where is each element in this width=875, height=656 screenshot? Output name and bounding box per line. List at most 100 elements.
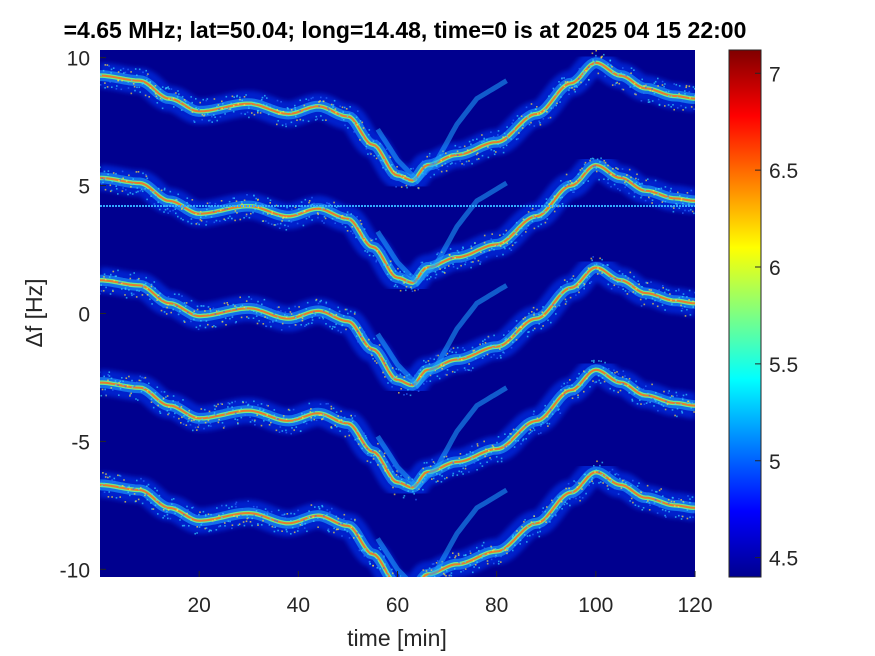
trace-speckle — [231, 95, 234, 98]
trace-speckle — [588, 79, 590, 81]
trace-speckle — [613, 284, 616, 287]
trace-speckle — [530, 521, 533, 523]
trace-speckle — [173, 303, 175, 306]
trace-speckle — [375, 157, 378, 160]
trace-speckle — [104, 82, 106, 84]
trace-speckle — [435, 273, 438, 276]
trace-speckle — [291, 526, 294, 529]
trace-speckle — [356, 535, 359, 537]
trace-speckle — [262, 220, 265, 222]
trace-speckle — [475, 153, 478, 156]
trace-speckle — [356, 437, 359, 440]
trace-speckle — [507, 548, 509, 550]
trace-speckle — [344, 124, 346, 127]
trace-speckle — [460, 264, 462, 267]
trace-speckle — [174, 412, 176, 415]
trace-speckle — [589, 378, 591, 381]
trace-speckle — [357, 110, 359, 112]
trace-speckle — [613, 76, 616, 78]
trace-speckle — [118, 394, 120, 396]
trace-speckle — [468, 369, 470, 371]
trace-speckle — [499, 354, 502, 357]
trace-speckle — [290, 208, 293, 211]
trace-speckle — [260, 313, 263, 315]
trace-speckle — [253, 101, 256, 104]
trace-speckle — [425, 267, 427, 269]
trace-speckle — [672, 395, 674, 398]
trace-speckle — [391, 386, 393, 388]
trace-speckle — [215, 513, 218, 515]
trace-speckle — [335, 411, 338, 413]
trace-speckle — [195, 326, 198, 329]
trace-speckle — [694, 205, 695, 208]
trace-speckle — [457, 251, 460, 254]
trace-speckle — [372, 449, 374, 452]
trace-speckle — [341, 324, 343, 327]
trace-speckle — [468, 471, 470, 473]
trace-speckle — [332, 314, 335, 317]
trace-speckle — [354, 518, 356, 521]
trace-speckle — [164, 87, 167, 90]
trace-speckle — [668, 510, 670, 513]
trace-speckle — [161, 86, 164, 88]
trace-speckle — [214, 408, 216, 410]
trace-speckle — [191, 111, 194, 113]
trace-speckle — [383, 264, 385, 266]
trace-speckle — [138, 68, 141, 71]
trace-speckle — [148, 393, 151, 396]
trace-speckle — [118, 281, 120, 284]
trace-speckle — [167, 509, 170, 511]
trace-speckle — [334, 108, 337, 110]
trace-speckle — [273, 409, 276, 411]
trace-speckle — [151, 508, 153, 510]
trace-speckle — [279, 222, 282, 225]
trace-speckle — [476, 152, 479, 154]
trace-speckle — [491, 233, 493, 235]
trace-speckle — [627, 484, 629, 486]
trace-speckle — [454, 371, 456, 373]
trace-speckle — [282, 415, 285, 417]
trace-speckle — [591, 157, 594, 160]
trace-speckle — [121, 288, 123, 290]
trace-speckle — [686, 196, 688, 199]
trace-speckle — [643, 403, 646, 405]
trace-speckle — [426, 461, 428, 464]
trace-speckle — [360, 223, 363, 225]
trace-speckle — [667, 197, 669, 199]
trace-speckle — [301, 319, 304, 322]
trace-speckle — [293, 211, 296, 214]
trace-speckle — [412, 167, 414, 170]
trace-speckle — [311, 203, 314, 206]
trace-speckle — [382, 166, 384, 169]
trace-speckle — [353, 124, 355, 127]
trace-speckle — [178, 508, 180, 511]
trace-speckle — [225, 504, 228, 507]
trace-speckle — [190, 419, 193, 422]
trace-speckle — [542, 118, 545, 120]
trace-speckle — [281, 514, 283, 516]
trace-speckle — [611, 65, 613, 68]
trace-speckle — [462, 152, 464, 155]
trace-speckle — [586, 377, 588, 380]
trace-speckle — [208, 530, 210, 533]
trace-speckle — [423, 359, 425, 362]
trace-speckle — [240, 407, 242, 410]
trace-speckle — [200, 305, 202, 307]
trace-speckle — [459, 453, 462, 455]
trace-speckle — [224, 107, 226, 110]
trace-speckle — [224, 208, 226, 210]
trace-speckle — [372, 564, 374, 567]
trace-speckle — [654, 398, 656, 401]
trace-speckle — [335, 515, 338, 518]
trace-speckle — [651, 199, 654, 201]
trace-speckle — [512, 428, 515, 431]
trace-speckle — [180, 422, 182, 424]
trace-speckle — [325, 415, 327, 417]
trace-speckle — [583, 390, 585, 393]
trace-speckle — [627, 277, 629, 280]
trace-speckle — [632, 182, 635, 184]
trace-speckle — [359, 327, 361, 329]
trace-speckle — [552, 304, 555, 306]
trace-speckle — [271, 213, 273, 215]
trace-speckle — [564, 501, 567, 504]
